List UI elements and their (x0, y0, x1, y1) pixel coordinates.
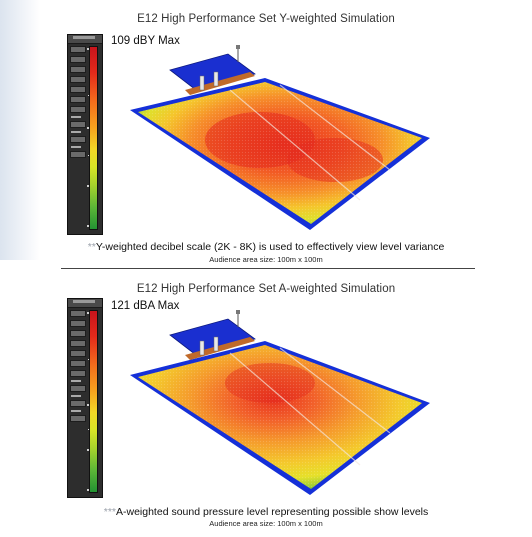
a-caption-text: A-weighted sound pressure level represen… (116, 506, 429, 518)
scale-control-button[interactable] (70, 360, 86, 367)
grid-dots (138, 345, 422, 489)
delay-speaker (236, 310, 240, 314)
scale-control-button[interactable] (70, 76, 86, 83)
scale-control-button[interactable] (70, 96, 86, 103)
y-caption-marker: ** (87, 241, 96, 253)
a-level-scale-panel (67, 298, 103, 498)
scale-control-button[interactable] (70, 350, 86, 357)
scale-control-label (71, 380, 81, 382)
speaker-array (199, 75, 205, 91)
stage-area (169, 53, 256, 91)
y-level-scale-panel (67, 34, 103, 235)
speaker-array (213, 336, 219, 352)
y-max-level-label: 109 dBY Max (111, 35, 180, 47)
measurement-line (229, 352, 361, 466)
scale-control-label (71, 116, 81, 118)
a-weighted-panel: E12 High Performance Set A-weighted Simu… (0, 270, 532, 537)
y-spl-heatmap (130, 45, 430, 230)
a-max-level-label: 121 dBA Max (111, 300, 180, 312)
scale-control-button[interactable] (70, 415, 86, 422)
speaker-array (199, 340, 205, 356)
scale-control-button[interactable] (70, 151, 86, 158)
scale-control-button[interactable] (70, 66, 86, 73)
y-caption: **Y-weighted decibel scale (2K - 8K) is … (0, 241, 532, 253)
a-caption: ***A-weighted sound pressure level repre… (0, 506, 532, 518)
scale-control-button[interactable] (70, 56, 86, 63)
scale-panel-header (68, 299, 102, 308)
a-spl-heatmap (130, 310, 430, 495)
scale-controls (70, 46, 86, 161)
scale-control-button[interactable] (70, 136, 86, 143)
scale-control-button[interactable] (70, 330, 86, 337)
scale-control-button[interactable] (70, 46, 86, 53)
scale-control-label (71, 395, 81, 397)
scale-control-button[interactable] (70, 400, 86, 407)
scale-control-button[interactable] (70, 370, 86, 377)
y-simulation-title: E12 High Performance Set Y-weighted Simu… (137, 13, 395, 25)
a-area-size: Audience area size: 100m x 100m (209, 519, 323, 528)
delay-speaker (236, 45, 240, 49)
a-color-scale-gradient (89, 310, 98, 493)
y-color-scale-gradient (89, 46, 98, 230)
measurement-line (279, 347, 391, 434)
scale-panel-header (68, 35, 102, 44)
y-weighted-panel: E12 High Performance Set Y-weighted Simu… (0, 0, 532, 268)
scale-control-button[interactable] (70, 106, 86, 113)
y-area-size: Audience area size: 100m x 100m (209, 255, 323, 264)
scale-control-label (71, 131, 81, 133)
y-caption-text: Y-weighted decibel scale (2K - 8K) is us… (95, 241, 445, 253)
measurement-line (279, 84, 391, 171)
measurement-line (229, 89, 361, 201)
grid-dots (138, 82, 422, 224)
a-simulation-title: E12 High Performance Set A-weighted Simu… (136, 283, 396, 295)
scale-control-label (71, 410, 81, 412)
section-divider (61, 268, 475, 269)
scale-control-label (71, 146, 81, 148)
scale-control-button[interactable] (70, 320, 86, 327)
scale-control-button[interactable] (70, 340, 86, 347)
scale-controls (70, 310, 86, 425)
speaker-array (213, 71, 219, 87)
scale-control-button[interactable] (70, 385, 86, 392)
stage-area (169, 318, 256, 356)
scale-control-button[interactable] (70, 86, 86, 93)
scale-control-button[interactable] (70, 310, 86, 317)
a-caption-marker: *** (103, 506, 116, 518)
scale-control-button[interactable] (70, 121, 86, 128)
